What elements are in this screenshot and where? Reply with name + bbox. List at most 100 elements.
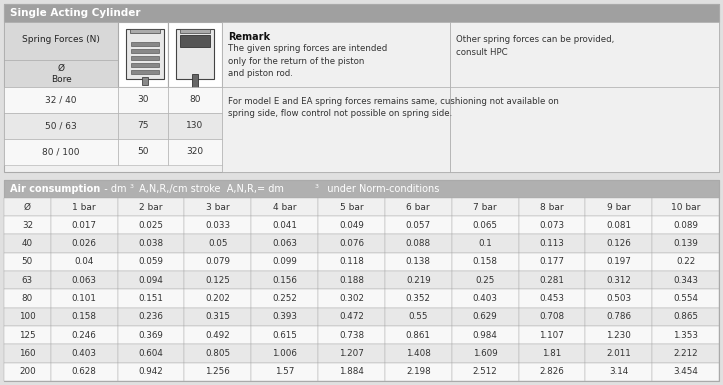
Bar: [4, 4, 719, 172]
Text: 0.156: 0.156: [273, 276, 297, 285]
Bar: [450, 22, 719, 172]
Text: 1.256: 1.256: [205, 367, 230, 376]
Bar: [518, 234, 586, 253]
Text: 0.041: 0.041: [273, 221, 297, 230]
Bar: [318, 271, 385, 290]
Text: 5 bar: 5 bar: [340, 203, 363, 211]
Text: 0.865: 0.865: [673, 312, 698, 321]
Text: 0.615: 0.615: [273, 331, 297, 340]
Text: 0.219: 0.219: [406, 276, 431, 285]
Bar: [192, 74, 198, 89]
Bar: [131, 63, 159, 67]
Text: 0.088: 0.088: [406, 239, 431, 248]
Text: 0.057: 0.057: [406, 221, 431, 230]
Bar: [184, 198, 252, 216]
Bar: [118, 326, 184, 344]
Bar: [652, 308, 719, 326]
Bar: [652, 363, 719, 381]
Bar: [252, 308, 318, 326]
Text: 50: 50: [22, 257, 33, 266]
Bar: [51, 216, 118, 234]
Text: 75: 75: [137, 122, 149, 131]
Text: 160: 160: [19, 349, 35, 358]
Bar: [4, 271, 51, 290]
Text: 80: 80: [22, 294, 33, 303]
Text: 0.352: 0.352: [406, 294, 431, 303]
Bar: [652, 234, 719, 253]
Bar: [318, 363, 385, 381]
Bar: [4, 180, 719, 198]
Text: 0.453: 0.453: [539, 294, 565, 303]
Bar: [652, 216, 719, 234]
Text: For model E and EA spring forces remains same, cushioning not available on
sprin: For model E and EA spring forces remains…: [228, 97, 559, 119]
Text: 2.198: 2.198: [406, 367, 431, 376]
Text: 0.038: 0.038: [138, 239, 163, 248]
Text: 0.738: 0.738: [339, 331, 364, 340]
Bar: [652, 290, 719, 308]
Bar: [318, 326, 385, 344]
Bar: [118, 198, 184, 216]
Text: 0.343: 0.343: [673, 276, 698, 285]
Text: 0.984: 0.984: [473, 331, 497, 340]
Bar: [51, 326, 118, 344]
Text: 1.57: 1.57: [275, 367, 294, 376]
Bar: [518, 253, 586, 271]
Bar: [652, 271, 719, 290]
Bar: [126, 29, 164, 79]
Bar: [586, 253, 652, 271]
Bar: [318, 344, 385, 363]
Text: 50: 50: [137, 147, 149, 156]
Text: 0.942: 0.942: [139, 367, 163, 376]
Bar: [385, 271, 452, 290]
Text: 3: 3: [130, 184, 134, 189]
Text: 0.786: 0.786: [607, 312, 631, 321]
Bar: [586, 363, 652, 381]
Bar: [4, 198, 51, 216]
Bar: [51, 271, 118, 290]
Text: 0.628: 0.628: [72, 367, 97, 376]
Bar: [51, 344, 118, 363]
Text: 32 / 40: 32 / 40: [46, 95, 77, 104]
Bar: [586, 344, 652, 363]
Bar: [118, 363, 184, 381]
Text: 1.408: 1.408: [406, 349, 431, 358]
Bar: [518, 198, 586, 216]
Text: 0.059: 0.059: [139, 257, 163, 266]
Bar: [252, 216, 318, 234]
Bar: [652, 198, 719, 216]
Bar: [452, 271, 518, 290]
Bar: [168, 113, 222, 139]
Bar: [130, 29, 160, 33]
Text: 0.1: 0.1: [478, 239, 492, 248]
Bar: [4, 234, 51, 253]
Text: 32: 32: [22, 221, 33, 230]
Bar: [252, 198, 318, 216]
Bar: [118, 253, 184, 271]
Text: 0.158: 0.158: [473, 257, 497, 266]
Bar: [452, 198, 518, 216]
Text: 8 bar: 8 bar: [540, 203, 564, 211]
Bar: [586, 234, 652, 253]
Bar: [184, 326, 252, 344]
Bar: [385, 344, 452, 363]
Text: 125: 125: [19, 331, 35, 340]
Text: 0.139: 0.139: [673, 239, 698, 248]
Text: 200: 200: [19, 367, 35, 376]
Bar: [586, 308, 652, 326]
Bar: [184, 216, 252, 234]
Bar: [450, 22, 719, 87]
Bar: [518, 216, 586, 234]
Bar: [452, 290, 518, 308]
Bar: [222, 22, 450, 87]
Bar: [118, 216, 184, 234]
Bar: [518, 326, 586, 344]
Text: 0.503: 0.503: [606, 294, 631, 303]
Bar: [318, 234, 385, 253]
Bar: [118, 308, 184, 326]
Bar: [184, 290, 252, 308]
Text: 1.006: 1.006: [273, 349, 297, 358]
Bar: [586, 290, 652, 308]
Bar: [452, 216, 518, 234]
Bar: [385, 326, 452, 344]
Text: 320: 320: [187, 147, 204, 156]
